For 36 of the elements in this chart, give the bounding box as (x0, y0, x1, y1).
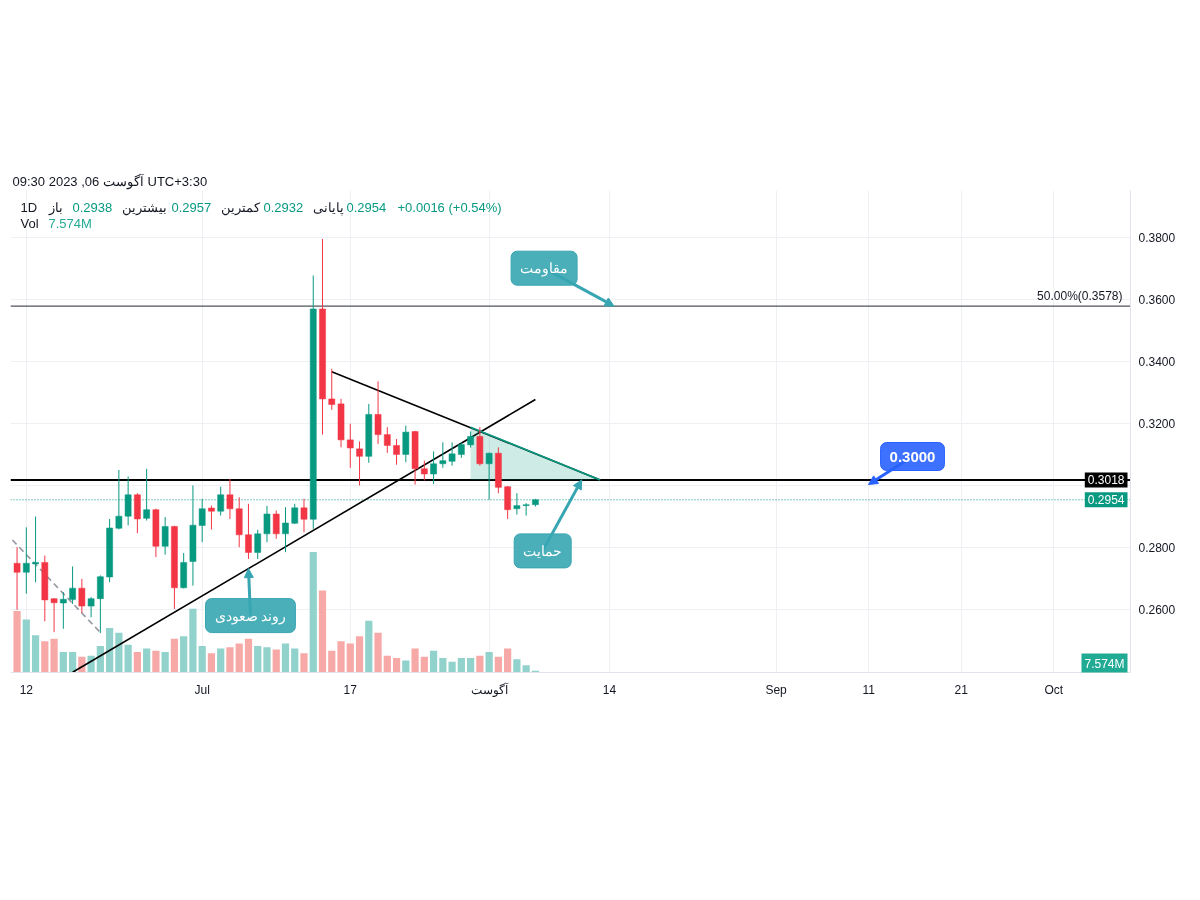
annotation: باز (47, 200, 63, 216)
ref-line-label: 0.3018 (1087, 473, 1125, 488)
text: 1D (20, 200, 38, 215)
annotation: 7.574M (1084, 656, 1125, 671)
annotation: +0.0016 (+0.54%) (397, 200, 502, 215)
y-tick-label: 0.3400 (1138, 354, 1176, 369)
x-tick-label: 21 (954, 682, 969, 697)
chart-title: Vol (20, 216, 39, 231)
x-tick-label: Jul (194, 682, 210, 697)
annotation: کمترین (220, 200, 261, 216)
annotation: حمایت (523, 542, 563, 559)
y-tick-label: 0.2600 (1138, 603, 1176, 618)
x-tick-label: 12 (19, 682, 34, 697)
x-tick-label: 11 (862, 682, 876, 697)
annotation: 7.574M (48, 216, 92, 231)
x-tick-label: 17 (343, 682, 358, 697)
x-tick-label: Sep (765, 682, 788, 697)
annotation: 0.2957 (171, 200, 212, 215)
annotation: 0.3000 (889, 447, 936, 465)
y-tick-label: 0.3800 (1138, 230, 1176, 245)
annotation: پایانی (312, 200, 344, 216)
annotation: مقاومت (520, 260, 569, 278)
y-tick-label: 0.3600 (1138, 292, 1176, 307)
annotation: 0.2938 (72, 200, 113, 215)
annotation: 0.2932 (263, 200, 304, 215)
x-tick-label: Oct (1044, 682, 1064, 697)
annotation: بیشترین (121, 200, 167, 216)
y-tick-label: 0.3200 (1138, 416, 1176, 431)
chart-subtitle: آگوست 06, 2023 09:30 UTC+3:30 (12, 172, 208, 190)
annotation: روند صعودی (214, 607, 287, 625)
ref-line-label: 50.00%(0.3578) (1037, 289, 1123, 304)
annotation: 0.2954 (346, 200, 387, 215)
x-tick-label: 14 (602, 682, 617, 697)
ref-line-label: 0.2954 (1087, 493, 1125, 508)
y-tick-label: 0.2800 (1138, 541, 1176, 555)
x-tick-label: آگوست (470, 681, 509, 697)
